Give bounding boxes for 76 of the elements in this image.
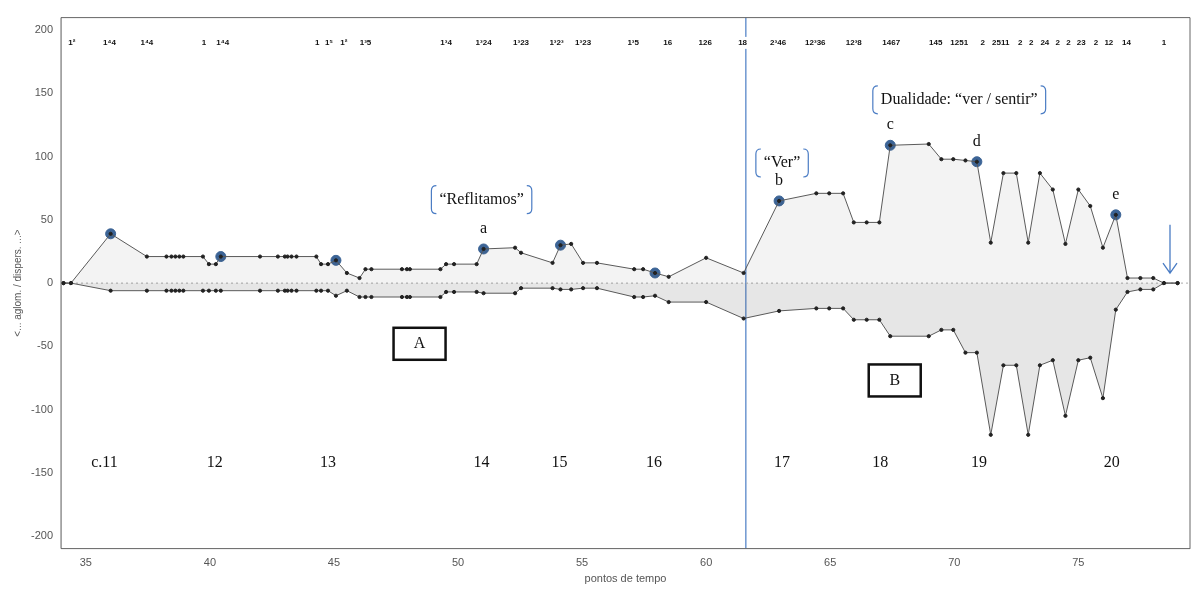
annotation: 12³36: [805, 38, 827, 48]
y-tick-label: 200: [34, 23, 54, 36]
annotation: 2: [1018, 38, 1024, 48]
y-tick-label: -50: [37, 339, 54, 352]
annotation: 126: [698, 38, 713, 48]
x-tick-label: 45: [327, 556, 341, 569]
y-tick-label: -200: [30, 528, 54, 541]
annotation: 1³24: [475, 38, 493, 48]
y-tick-label: -100: [30, 402, 54, 415]
x-tick-label: 75: [1072, 556, 1085, 569]
annotation: 18: [872, 452, 889, 470]
annotation: 1³5: [359, 38, 372, 48]
annotation: 1³5: [627, 38, 640, 48]
annotation: 1⁵: [324, 38, 334, 48]
x-axis-title: pontos de tempo: [584, 572, 667, 585]
annotation: b: [775, 171, 784, 189]
annotation: 1²: [68, 38, 76, 48]
annotation: 2511: [992, 38, 1010, 48]
annotation: Dualidade: “ver / sentir”: [880, 89, 1038, 107]
annotation: 1251: [950, 38, 969, 48]
annotation: 12: [1104, 38, 1114, 48]
annotation: 1³23: [575, 38, 592, 48]
annotation: 2³46: [770, 38, 787, 48]
x-tick-label: 65: [824, 556, 837, 569]
annotation: 18: [738, 38, 748, 48]
annotation: 24: [1040, 38, 1050, 48]
annotation: 12³8: [845, 38, 863, 48]
annotation: 1³23: [513, 38, 530, 48]
annotation: c: [886, 115, 894, 133]
annotation: e: [1112, 185, 1120, 203]
annotation: 1467: [882, 38, 901, 48]
annotation: 1⁴4: [102, 38, 117, 48]
annotation: 145: [928, 38, 943, 48]
annotation: 13: [320, 452, 336, 470]
annotation: a: [480, 219, 488, 237]
annotation: d: [972, 131, 981, 149]
annotation: 1²: [340, 38, 348, 48]
x-tick-label: 70: [948, 556, 961, 569]
x-tick-label: 35: [79, 556, 92, 569]
x-tick-label: 50: [451, 556, 465, 569]
annotation: “Reflitamos”: [439, 189, 524, 207]
annotation: 2: [1028, 38, 1034, 48]
annotation: 16: [663, 38, 673, 48]
x-tick-label: 55: [575, 556, 589, 569]
annotation: c.11: [91, 452, 118, 470]
annotation: 2: [980, 38, 986, 48]
annotation: 20: [1103, 452, 1120, 470]
y-tick-label: 100: [34, 149, 54, 162]
annotation: 16: [646, 452, 663, 470]
annotation: 15: [551, 452, 568, 470]
annotation: A: [413, 333, 426, 351]
annotation: 1⁴4: [140, 38, 154, 48]
y-tick-label: 50: [40, 212, 54, 225]
annotation: 23: [1076, 38, 1087, 48]
annotation: 2: [1066, 38, 1072, 48]
annotation: 1: [201, 38, 207, 48]
annotation: 2: [1093, 38, 1099, 48]
annotation: 1: [315, 38, 321, 48]
annotation: 1³2³: [549, 38, 564, 48]
x-tick-label: 60: [700, 556, 713, 569]
y-tick-label: 0: [46, 276, 54, 289]
annotation: 12: [206, 452, 223, 470]
annotation: 17: [774, 452, 791, 470]
annotation: “Ver”: [763, 153, 801, 171]
annotation: 14: [473, 452, 490, 470]
annotation: 2: [1055, 38, 1061, 48]
annotation: 14: [1122, 38, 1132, 48]
annotation: B: [889, 370, 901, 388]
annotation: 1⁴4: [216, 38, 230, 48]
x-tick-label: 40: [203, 556, 217, 569]
annotation: 1³4: [440, 38, 453, 48]
annotation: 1: [1161, 38, 1167, 48]
y-axis-title: <... aglom. / dispers. ...>: [11, 229, 23, 337]
annotation: 19: [971, 452, 988, 470]
y-tick-label: 150: [34, 86, 54, 99]
y-tick-label: -150: [30, 465, 54, 478]
